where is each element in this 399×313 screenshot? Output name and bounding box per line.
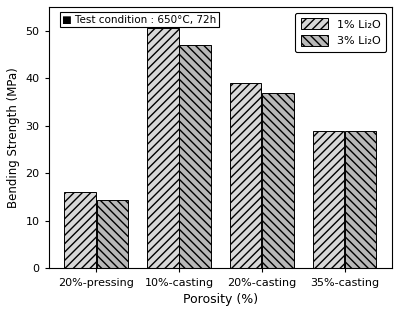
Legend: 1% Li₂O, 3% Li₂O: 1% Li₂O, 3% Li₂O (295, 13, 387, 52)
Bar (345, 131, 376, 269)
Bar (313, 131, 344, 269)
Bar (64, 192, 96, 269)
Bar (147, 28, 178, 269)
Bar (230, 83, 261, 269)
Text: ■ Test condition : 650°C, 72h: ■ Test condition : 650°C, 72h (62, 15, 217, 25)
Bar (262, 93, 294, 269)
Bar (180, 45, 211, 269)
Bar (97, 199, 128, 269)
X-axis label: Porosity (%): Porosity (%) (183, 293, 258, 306)
Y-axis label: Bending Strength (MPa): Bending Strength (MPa) (7, 67, 20, 208)
